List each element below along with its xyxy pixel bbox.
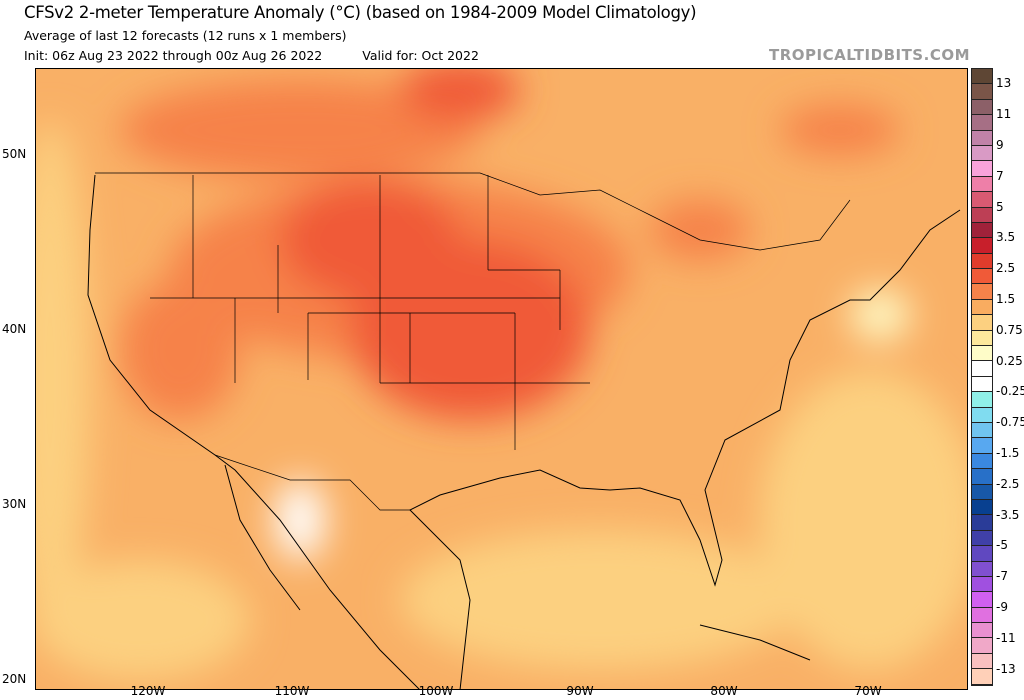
political-borders [95,172,851,511]
colorbar-label: -5 [996,538,1008,553]
colorbar-label: -11 [996,630,1016,645]
colorbar-swatch [972,422,992,439]
anomaly-shading [10,60,980,680]
colorbar-swatch [972,515,992,531]
colorbar-swatch [972,299,992,316]
colorbar-swatch [972,284,992,300]
init-text: Init: 06z Aug 23 2022 through 00z Aug 26… [24,48,323,63]
colorbar-swatch [972,576,992,593]
colorbar-swatch [972,346,992,362]
colorbar-swatch [972,207,992,223]
colorbar-swatch [972,546,992,562]
colorbar-label: 0.25 [996,353,1023,368]
colorbar-label: -9 [996,600,1008,614]
colorbar-label: 7 [996,168,1004,183]
colorbar-label: -1.5 [996,446,1020,460]
colorbar-swatch [972,69,992,85]
colorbar-label: -0.25 [996,384,1024,399]
colorbar-swatch [972,130,992,146]
colorbar-swatch [972,669,992,685]
colorbar-swatch [972,330,992,347]
colorbar-swatch [972,392,992,408]
colorbar-swatch [972,145,992,162]
colorbar-label: 5 [996,199,1004,214]
colorbar-label: -0.75 [996,415,1024,430]
colorbar-swatch [972,222,992,239]
colorbar-swatch [972,407,992,423]
colorbar-swatch [972,176,992,193]
lon-label-80w: 80W [710,684,738,698]
map-title: CFSv2 2-meter Temperature Anomaly (°C) (… [24,3,697,22]
colorbar-swatch [972,269,992,285]
colorbar-swatch [972,484,992,500]
lon-label-100w: 100W [418,684,454,698]
colorbar-swatch [972,499,992,516]
colorbar-swatch [972,623,992,639]
lat-label-40n: 40N [2,322,27,336]
colorbar-label: -7 [996,569,1008,584]
colorbar-label: 2.5 [996,261,1016,276]
colorbar-swatch [972,376,992,393]
valid-text: Valid for: Oct 2022 [362,48,479,63]
colorbar-swatch [972,361,992,377]
colorbar [971,68,993,686]
colorbar-swatch [972,592,992,608]
map-subtitle: Average of last 12 forecasts (12 runs x … [24,28,347,43]
colorbar-swatch [972,561,992,577]
colorbar-label: 3.5 [996,230,1016,245]
colorbar-label: 13 [996,76,1012,91]
colorbar-label: 9 [996,138,1004,152]
lat-label-20n: 20N [2,672,27,686]
colorbar-swatch [972,99,992,116]
brand-watermark: TROPICALTIDBITS.COM [769,46,970,64]
colorbar-swatch [972,653,992,670]
lon-label-70w: 70W [854,684,882,698]
colorbar-swatch [972,192,992,208]
colorbar-label: -3.5 [996,507,1020,522]
colorbar-swatch [972,253,992,270]
colorbar-swatch [972,238,992,254]
colorbar-swatch [972,453,992,470]
colorbar-swatch [972,638,992,654]
colorbar-swatch [972,469,992,485]
colorbar-label: 11 [996,107,1012,122]
init-valid-line: Init: 06z Aug 23 2022 through 00z Aug 26… [24,48,479,63]
colorbar-label: 1.5 [996,292,1016,306]
colorbar-swatch [972,161,992,177]
lon-label-120w: 120W [130,684,166,698]
colorbar-swatch [972,530,992,547]
colorbar-swatch [972,84,992,100]
colorbar-swatch [972,315,992,331]
colorbar-swatch [972,438,992,454]
colorbar-swatch [972,115,992,131]
lat-label-50n: 50N [2,147,27,161]
lat-label-30n: 30N [2,497,27,511]
lon-label-90w: 90W [566,684,594,698]
colorbar-label: -2.5 [996,476,1020,491]
colorbar-label: -13 [996,661,1016,676]
colorbar-label: 0.75 [996,322,1023,337]
lon-label-110w: 110W [274,684,310,698]
colorbar-swatch [972,607,992,624]
